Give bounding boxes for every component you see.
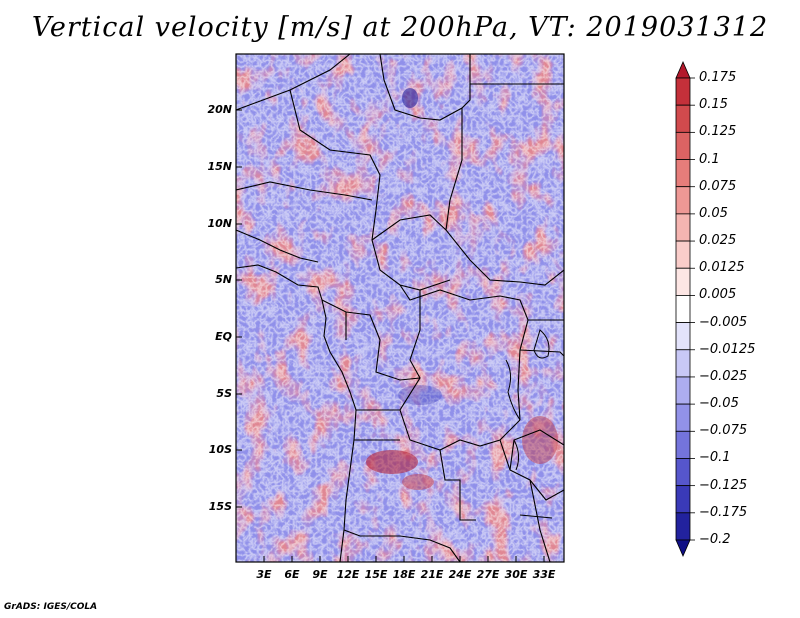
colorbar-swatch: [675, 376, 691, 405]
lat-label-5s: 5S: [216, 387, 232, 400]
colorbar-label: −0.2: [699, 532, 731, 547]
colorbar-swatch: [675, 403, 691, 432]
lon-label-6e: 6E: [284, 568, 300, 581]
colorbar-swatch: [675, 131, 691, 160]
colorbar-swatch: [675, 159, 691, 188]
velocity-field: [236, 54, 564, 562]
colorbar-swatch: [675, 104, 691, 133]
colorbar-label: 0.1: [699, 151, 720, 167]
lat-label-10n: 10N: [207, 217, 232, 230]
colorbar-swatch: [675, 77, 691, 106]
lon-label-27e: 27E: [476, 568, 500, 581]
colorbar-label: −0.1: [699, 450, 731, 466]
colorbar-swatch: [675, 213, 691, 242]
lon-label-33e: 33E: [532, 568, 556, 581]
colorbar-swatch: [675, 430, 691, 459]
colorbar-label: 0.125: [699, 124, 737, 140]
colorbar-swatch: [675, 512, 691, 541]
colorbar-swatch: [675, 458, 691, 487]
colorbar-label: −0.025: [699, 368, 748, 384]
footer-credit: GrADS: IGES/COLA: [4, 602, 98, 612]
lon-label-30e: 30E: [504, 568, 528, 581]
lon-label-9e: 9E: [312, 568, 328, 581]
colorbar-swatch: [675, 295, 691, 323]
lat-label-15n: 15N: [207, 160, 232, 173]
lon-label-15e: 15E: [364, 568, 388, 581]
lon-label-24e: 24E: [448, 568, 472, 581]
map-frame: [235, 53, 565, 563]
colorbar-label: −0.0125: [699, 341, 756, 357]
colorbar-top-arrow: [675, 61, 691, 79]
colorbar-swatch: [675, 322, 691, 351]
colorbar-label: −0.125: [699, 477, 748, 493]
colorbar-swatch: [675, 349, 691, 378]
colorbar-label: 0.025: [699, 233, 737, 249]
lon-label-18e: 18E: [392, 568, 416, 581]
colorbar: [675, 61, 695, 557]
lat-label-eq: EQ: [215, 330, 232, 343]
colorbar-swatch: [675, 485, 691, 514]
colorbar-label: 0.175: [699, 70, 737, 85]
colorbar-swatch: [675, 240, 691, 269]
lon-label-21e: 21E: [420, 568, 444, 581]
colorbar-bottom-arrow: [675, 539, 691, 557]
colorbar-label: 0.15: [699, 97, 728, 113]
colorbar-swatch: [675, 186, 691, 215]
colorbar-label: −0.175: [699, 504, 748, 520]
colorbar-label: 0.075: [699, 178, 737, 194]
lat-label-10s: 10S: [208, 443, 232, 456]
colorbar-label: 0.005: [699, 287, 737, 303]
chart-title: Vertical velocity [m/s] at 200hPa, VT: 2…: [31, 12, 769, 43]
colorbar-label: 0.05: [699, 205, 728, 221]
country-borders: [236, 54, 564, 562]
lakes: [505, 329, 550, 471]
colorbar-label: −0.075: [699, 423, 748, 439]
colorbar-label: −0.05: [699, 396, 739, 412]
colorbar-label: 0.0125: [699, 260, 745, 276]
axis-ticks: [236, 109, 545, 562]
lat-label-15s: 15S: [208, 500, 232, 513]
colorbar-swatch: [675, 267, 691, 296]
lat-label-20n: 20N: [207, 103, 232, 116]
lon-label-12e: 12E: [336, 568, 360, 581]
lat-label-5n: 5N: [215, 273, 232, 286]
colorbar-label: −0.005: [699, 314, 748, 330]
lon-label-3e: 3E: [256, 568, 272, 581]
